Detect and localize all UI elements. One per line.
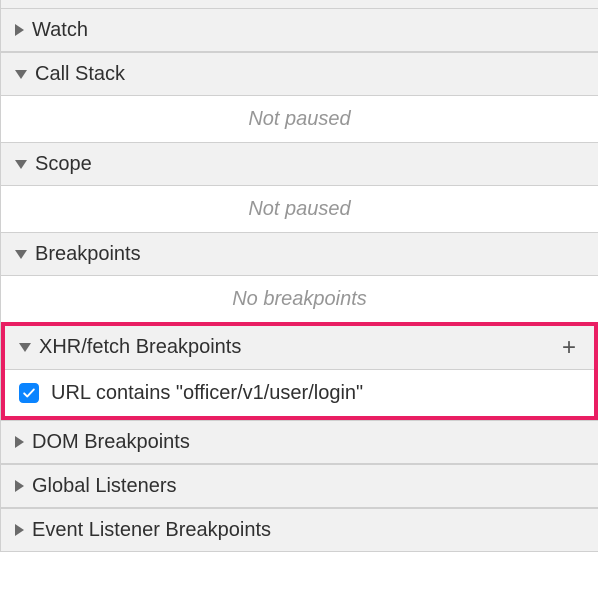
xhr-fetch-title: XHR/fetch Breakpoints (39, 336, 562, 359)
checkmark-icon (22, 386, 36, 400)
chevron-down-icon (15, 70, 27, 79)
event-listener-section-header[interactable]: Event Listener Breakpoints (1, 508, 598, 552)
breakpoints-status: No breakpoints (232, 288, 367, 311)
xhr-fetch-section-header[interactable]: XHR/fetch Breakpoints + (5, 326, 594, 370)
breakpoints-content: No breakpoints (1, 276, 598, 322)
call-stack-title: Call Stack (35, 63, 584, 86)
global-listeners-title: Global Listeners (32, 475, 584, 498)
dom-breakpoints-title: DOM Breakpoints (32, 431, 584, 454)
scope-content: Not paused (1, 186, 598, 232)
debugger-panel: Watch Call Stack Not paused Scope Not pa… (0, 0, 598, 552)
event-listener-title: Event Listener Breakpoints (32, 519, 584, 542)
chevron-right-icon (15, 480, 24, 492)
add-icon[interactable]: + (562, 336, 576, 360)
dom-breakpoints-section-header[interactable]: DOM Breakpoints (1, 420, 598, 464)
call-stack-status: Not paused (248, 108, 350, 131)
top-spacer (1, 0, 598, 8)
xhr-breakpoint-label: URL contains "officer/v1/user/login" (51, 382, 363, 405)
chevron-down-icon (15, 250, 27, 259)
chevron-right-icon (15, 24, 24, 36)
chevron-right-icon (15, 436, 24, 448)
call-stack-section-header[interactable]: Call Stack (1, 52, 598, 96)
checkbox-checked[interactable] (19, 383, 39, 403)
scope-title: Scope (35, 153, 584, 176)
chevron-right-icon (15, 524, 24, 536)
breakpoints-title: Breakpoints (35, 243, 584, 266)
watch-title: Watch (32, 19, 584, 42)
global-listeners-section-header[interactable]: Global Listeners (1, 464, 598, 508)
scope-status: Not paused (248, 198, 350, 221)
chevron-down-icon (19, 343, 31, 352)
scope-section-header[interactable]: Scope (1, 142, 598, 186)
chevron-down-icon (15, 160, 27, 169)
xhr-breakpoint-item[interactable]: URL contains "officer/v1/user/login" (5, 370, 594, 416)
highlight-annotation: XHR/fetch Breakpoints + URL contains "of… (1, 322, 598, 420)
breakpoints-section-header[interactable]: Breakpoints (1, 232, 598, 276)
watch-section-header[interactable]: Watch (1, 8, 598, 52)
call-stack-content: Not paused (1, 96, 598, 142)
